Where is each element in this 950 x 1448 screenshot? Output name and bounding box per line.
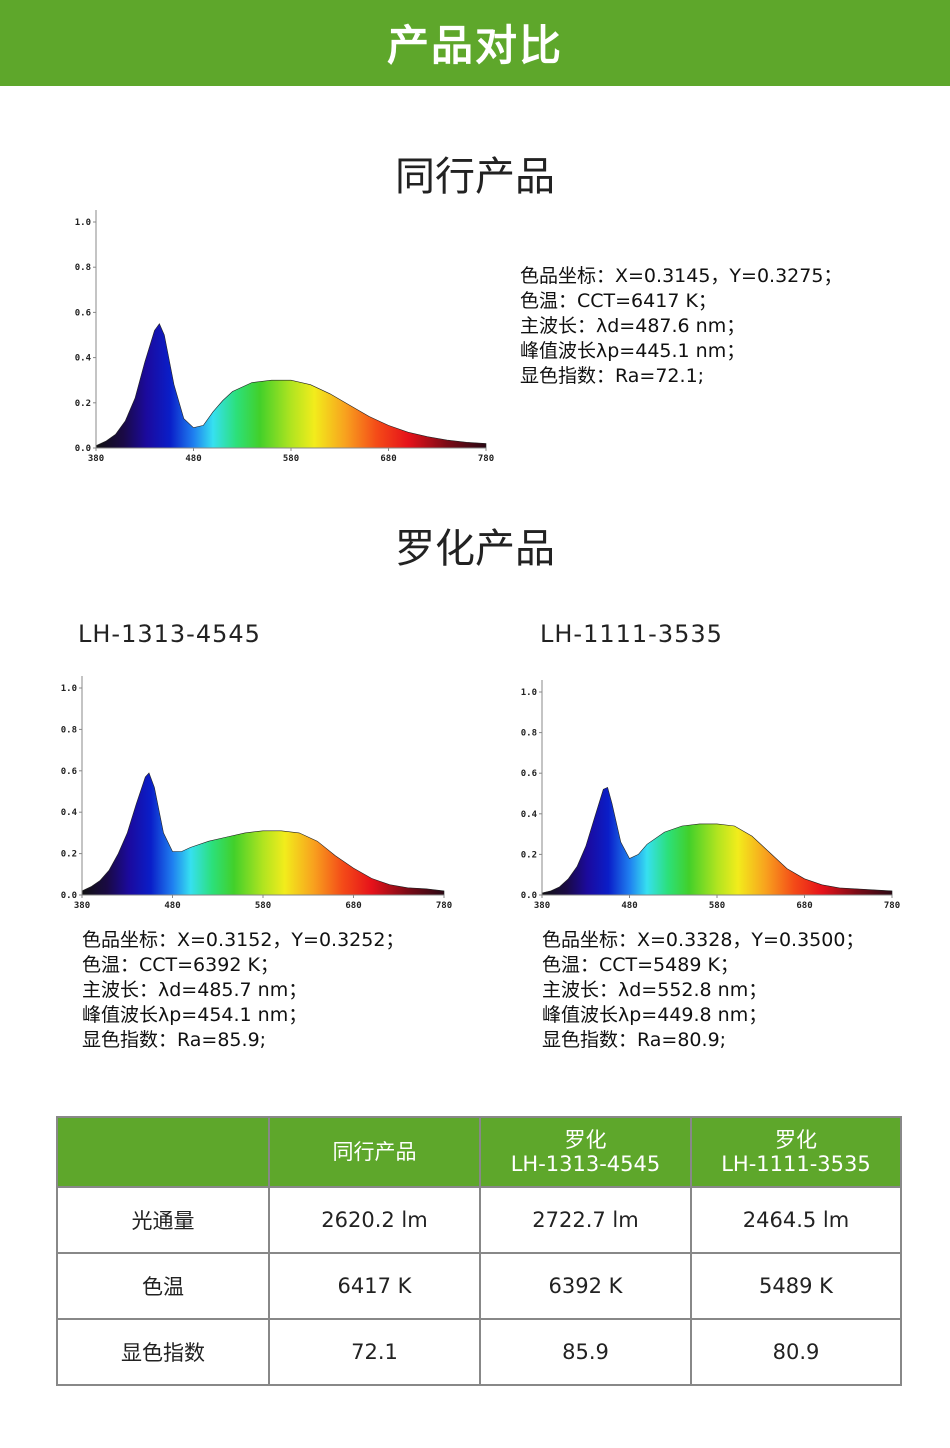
y-tick-label: 0.8 (75, 263, 91, 273)
x-tick-label: 480 (621, 901, 637, 911)
lh-1313-spectrum-chart: 0.0 0.2 0.4 0.6 0.8 1.0 380 480 580 680 780 (61, 676, 452, 911)
spec-line: 显色指数：Ra=80.9; (542, 1029, 727, 1051)
spectrum-area (541, 786, 893, 896)
y-tick-label: 0.4 (61, 808, 78, 818)
spec-line: 色品坐标：X=0.3152，Y=0.3252； (82, 929, 405, 951)
x-tick-label: 680 (345, 901, 361, 911)
x-tick-label: 680 (796, 901, 812, 911)
header-cell: 罗化 LH-1111-3535 (690, 1116, 902, 1188)
x-tick-label: 780 (478, 454, 494, 464)
table-cell: 2722.7 lm (479, 1186, 692, 1254)
row-label: 色温 (56, 1252, 270, 1320)
y-tick-label: 0.4 (75, 354, 92, 364)
lh-1111-spectrum-chart: 0.0 0.2 0.4 0.6 0.8 1.0 380 480 580 680 780 (521, 680, 900, 911)
y-tick-label: 0.6 (61, 767, 77, 777)
table-header-row: 同行产品 罗化 LH-1313-4545 罗化 LH-1111-3535 (56, 1116, 902, 1188)
x-tick-label: 480 (164, 901, 180, 911)
header-cell (56, 1116, 270, 1188)
header-cell: 罗化 LH-1313-4545 (479, 1116, 692, 1188)
table-cell: 2464.5 lm (690, 1186, 902, 1254)
spec-line: 色品坐标：X=0.3145，Y=0.3275； (520, 265, 843, 287)
table-cell: 6417 K (268, 1252, 481, 1320)
table-row: 光通量 2620.2 lm 2722.7 lm 2464.5 lm (56, 1186, 902, 1254)
y-tick-label: 0.8 (61, 725, 77, 735)
spec-line: 显色指数：Ra=85.9; (82, 1029, 267, 1051)
spec-line: 峰值波长λp=449.8 nm； (542, 1004, 768, 1026)
x-tick-label: 580 (709, 901, 725, 911)
x-tick-label: 380 (74, 901, 90, 911)
row-label: 光通量 (56, 1186, 270, 1254)
left-spec-block: 色品坐标：X=0.3152，Y=0.3252； 色温：CCT=6392 K； 主… (82, 928, 404, 1053)
spectrum-area (81, 772, 445, 896)
peer-section-title: 同行产品 (395, 154, 555, 200)
header-cell: 同行产品 (268, 1116, 481, 1188)
banner-title: 产品对比 (386, 21, 563, 70)
spec-line: 峰值波长λp=445.1 nm； (520, 340, 746, 362)
spec-line: 主波长：λd=487.6 nm； (520, 315, 746, 337)
spec-line: 主波长：λd=485.7 nm； (82, 979, 308, 1001)
x-tick-label: 780 (884, 901, 900, 911)
table-cell: 5489 K (690, 1252, 902, 1320)
spec-line: 色温：CCT=6392 K； (82, 954, 279, 976)
spec-line: 主波长：λd=552.8 nm； (542, 979, 768, 1001)
row-label: 显色指数 (56, 1318, 270, 1386)
luohua-section-title: 罗化产品 (395, 526, 555, 572)
table-cell: 2620.2 lm (268, 1186, 481, 1254)
spec-line: 峰值波长λp=454.1 nm； (82, 1004, 308, 1026)
y-tick-label: 0.6 (521, 769, 537, 779)
y-tick-label: 0.0 (75, 444, 91, 454)
table-cell: 6392 K (479, 1252, 692, 1320)
x-tick-label: 380 (534, 901, 550, 911)
y-tick-label: 1.0 (521, 688, 537, 698)
table-cell: 80.9 (690, 1318, 902, 1386)
x-tick-label: 380 (88, 454, 104, 464)
model-left: LH-1313-4545 (78, 620, 261, 648)
y-tick-label: 0.6 (75, 308, 91, 318)
model-right: LH-1111-3535 (540, 620, 723, 648)
y-tick-label: 0.0 (61, 891, 77, 901)
spec-line: 色品坐标：X=0.3328，Y=0.3500； (542, 929, 865, 951)
comparison-table: 同行产品 罗化 LH-1313-4545 罗化 LH-1111-3535 光通量… (56, 1116, 902, 1386)
y-tick-label: 0.2 (521, 850, 537, 860)
peer-spec-block: 色品坐标：X=0.3145，Y=0.3275； 色温：CCT=6417 K； 主… (520, 264, 842, 389)
y-tick-label: 0.2 (75, 399, 91, 409)
x-tick-label: 580 (283, 454, 299, 464)
peer-spectrum-chart: 0.0 0.2 0.4 0.6 0.8 1.0 380 480 580 680 780 (75, 210, 494, 464)
x-tick-label: 780 (436, 901, 452, 911)
x-tick-label: 680 (380, 454, 396, 464)
table-cell: 85.9 (479, 1318, 692, 1386)
spec-line: 色温：CCT=5489 K； (542, 954, 739, 976)
y-tick-label: 0.8 (521, 729, 537, 739)
spec-line: 显色指数：Ra=72.1; (520, 365, 705, 387)
x-tick-label: 580 (255, 901, 271, 911)
spectrum-area (95, 323, 487, 449)
spec-line: 色温：CCT=6417 K； (520, 290, 717, 312)
y-tick-label: 1.0 (75, 218, 91, 228)
y-tick-label: 0.2 (61, 850, 77, 860)
header-banner (0, 0, 950, 86)
x-tick-label: 480 (185, 454, 201, 464)
y-tick-label: 0.4 (521, 810, 538, 820)
y-tick-label: 0.0 (521, 891, 537, 901)
table-cell: 72.1 (268, 1318, 481, 1386)
y-tick-label: 1.0 (61, 684, 77, 694)
table-row: 色温 6417 K 6392 K 5489 K (56, 1252, 902, 1320)
table-row: 显色指数 72.1 85.9 80.9 (56, 1318, 902, 1386)
right-spec-block: 色品坐标：X=0.3328，Y=0.3500； 色温：CCT=5489 K； 主… (542, 928, 864, 1053)
